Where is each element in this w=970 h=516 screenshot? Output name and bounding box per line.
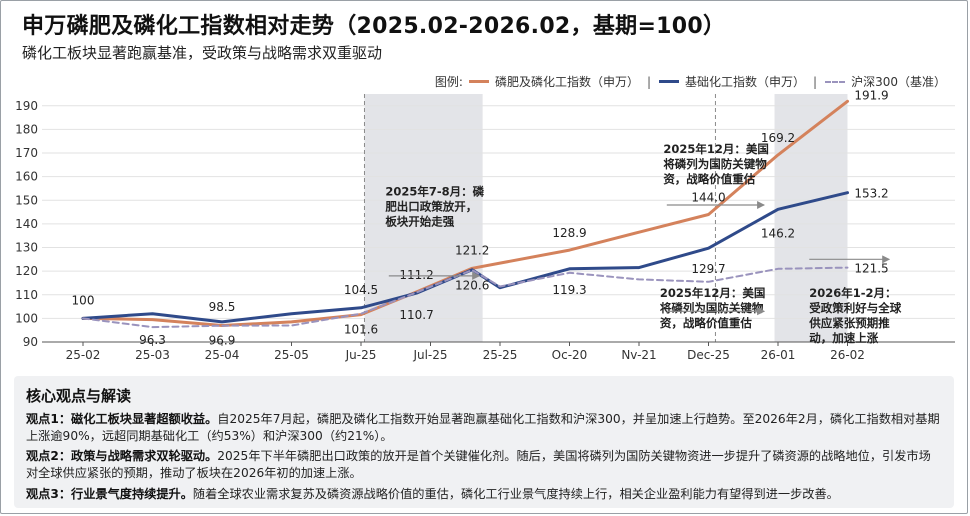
legend-label-chemical: 基础化工指数（申万） bbox=[685, 75, 806, 89]
insight-2-text: 2025年下半年磷肥出口政策的放开是首个关键催化剂。随后，美国将磷列为国防关键物… bbox=[26, 449, 931, 480]
x-tick-label: 25-05 bbox=[274, 348, 309, 362]
x-tick-label: 25-03 bbox=[135, 348, 170, 362]
y-tick-label: 120 bbox=[15, 264, 38, 278]
annotation-1-line: 资，战略价值重估 bbox=[663, 172, 755, 186]
insights-panel: 核心观点与解读 观点1：磁化工板块显著超额收益。自2025年7月起，磷肥及磷化工… bbox=[14, 376, 954, 508]
series-line-chemical bbox=[81, 191, 849, 324]
y-tick-label: 180 bbox=[15, 122, 38, 136]
data-label: 110.7 bbox=[399, 308, 433, 322]
line-chart: 90 100 110 120 130 140 150 160 170 180 190 25-02 25-… bbox=[15, 88, 955, 362]
annotation-2-line: 资，战略价值重估 bbox=[660, 316, 752, 330]
annotation-1-line: 将磷列为国防关键物 bbox=[663, 157, 767, 171]
insight-3: 观点3：行业景气度持续提升。随着全球农业需求复苏及磷资源战略价值的重估，磷化工行… bbox=[26, 486, 942, 503]
annotation-3-line: 受政策利好与全球 bbox=[809, 301, 901, 315]
data-label: 104.5 bbox=[344, 283, 378, 297]
x-tick-label: 25-25 bbox=[483, 348, 518, 362]
data-label: 96.9 bbox=[209, 334, 236, 348]
y-tick-label: 190 bbox=[15, 99, 38, 113]
x-tick-label: Jul-25 bbox=[412, 348, 447, 362]
data-label: 101.6 bbox=[344, 323, 378, 337]
insight-1: 观点1：磁化工板块显著超额收益。自2025年7月起，磷肥及磷化工指数开始显著跑赢… bbox=[26, 411, 942, 445]
y-tick-label: 100 bbox=[15, 311, 38, 325]
data-label: 96.3 bbox=[139, 333, 166, 347]
annotation-0-line: 板块开始走强 bbox=[385, 215, 454, 229]
annotation-0-line: 肥出口政策放开， bbox=[385, 200, 477, 214]
data-label: 121.2 bbox=[455, 243, 489, 257]
data-label: 121.5 bbox=[854, 262, 888, 276]
legend-swatch-hs300 bbox=[825, 80, 846, 83]
annotation-0-line: 2025年7-8月：磷 bbox=[385, 185, 484, 199]
chart-title: 申万磷肥及磷化工指数相对走势（2025.02-2026.02，基期=100） bbox=[22, 14, 726, 39]
x-tick-label: 25-04 bbox=[205, 348, 240, 362]
x-tick-label: 26-02 bbox=[830, 348, 865, 362]
insight-2-lead: 观点2：政策与战略需求双轮驱动。 bbox=[26, 449, 218, 463]
y-tick-label: 130 bbox=[15, 241, 38, 255]
annotation-2-line: 将磷列为国防关键物 bbox=[660, 301, 764, 315]
series-line-hs300 bbox=[82, 266, 849, 329]
y-tick-label: 170 bbox=[15, 146, 38, 160]
insight-1-lead: 观点1：磁化工板块显著超额收益。 bbox=[26, 412, 218, 426]
insight-1-text: 自2025年7月起，磷肥及磷化工指数开始显著跑赢基础化工指数和沪深300，并呈加… bbox=[26, 412, 940, 443]
insight-2: 观点2：政策与战略需求双轮驱动。2025年下半年磷肥出口政策的放开是首个关键催化… bbox=[26, 448, 942, 482]
legend-prefix: 图例: bbox=[434, 75, 463, 89]
annotation-3-line: 供应紧张预期推 bbox=[808, 316, 890, 330]
highlight-band-1 bbox=[774, 94, 848, 342]
data-label: 128.9 bbox=[552, 226, 586, 240]
insights-heading: 核心观点与解读 bbox=[26, 387, 132, 405]
data-label: 191.9 bbox=[854, 88, 888, 102]
data-label: 146.2 bbox=[761, 226, 795, 240]
legend-swatch-chemical bbox=[659, 80, 680, 83]
annotation-2-line: 2025年12月：美国 bbox=[660, 286, 766, 300]
x-tick-label: Nv-21 bbox=[621, 348, 656, 362]
data-label: 98.5 bbox=[209, 300, 236, 314]
legend-label-phosphate: 磷肥及磷化工指数（申万） bbox=[494, 75, 639, 89]
annotation-3-line: 动，加速上涨 bbox=[809, 331, 878, 345]
legend: 图例: 磷肥及磷化工指数（申万） | 基础化工指数（申万） | 沪深300（基准… bbox=[435, 73, 946, 90]
x-tick-label: Dec-25 bbox=[687, 348, 730, 362]
annotation-1-line: 2025年12月：美国 bbox=[663, 142, 769, 156]
y-tick-label: 160 bbox=[15, 170, 38, 184]
y-tick-label: 110 bbox=[15, 288, 38, 302]
data-label: 169.2 bbox=[761, 131, 795, 145]
x-tick-label: 26-01 bbox=[761, 348, 796, 362]
x-tick-label: Oc-20 bbox=[552, 348, 588, 362]
x-tick-label: 25-02 bbox=[66, 348, 101, 362]
insight-3-text: 随着全球农业需求复苏及磷资源战略价值的重估，磷化工行业景气度持续上行，相关企业盈… bbox=[192, 487, 839, 501]
insight-3-lead: 观点3：行业景气度持续提升。 bbox=[26, 487, 193, 501]
y-tick-label: 150 bbox=[15, 193, 38, 207]
y-tick-label: 90 bbox=[23, 335, 38, 349]
y-tick-label: 140 bbox=[15, 217, 38, 231]
x-tick-label: Ju-25 bbox=[345, 348, 377, 362]
legend-separator: | bbox=[813, 74, 818, 89]
data-label: 100 bbox=[72, 293, 95, 307]
data-label: 111.2 bbox=[399, 268, 433, 282]
data-label: 120.6 bbox=[455, 279, 489, 293]
legend-swatch-phosphate bbox=[468, 80, 489, 83]
data-label: 119.3 bbox=[552, 283, 586, 297]
chart-subtitle: 磷化工板块显著跑赢基准，受政策与战略需求双重驱动 bbox=[22, 44, 383, 62]
legend-separator: | bbox=[646, 74, 652, 89]
data-label: 144.0 bbox=[691, 190, 725, 204]
annotation-3-line: 2026年1-2月： bbox=[809, 286, 896, 300]
legend-label-hs300: 沪深300（基准） bbox=[851, 75, 946, 89]
data-label: 129.7 bbox=[691, 262, 725, 276]
data-label: 153.2 bbox=[854, 187, 888, 201]
